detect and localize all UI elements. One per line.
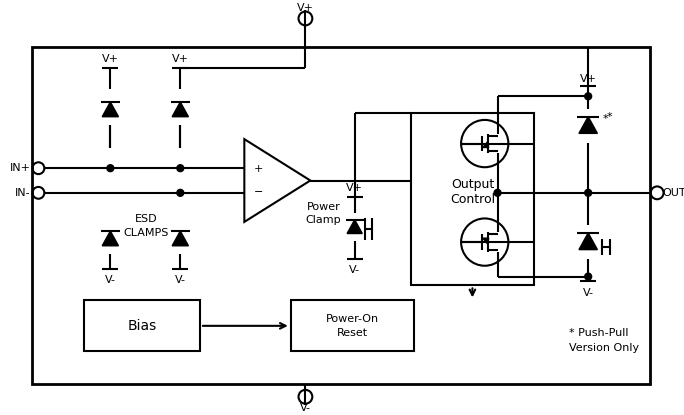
Polygon shape	[483, 238, 488, 244]
Text: V-: V-	[350, 265, 360, 275]
Text: V+: V+	[579, 73, 596, 83]
Polygon shape	[483, 142, 488, 147]
Polygon shape	[172, 102, 188, 117]
Text: Power: Power	[307, 202, 341, 212]
Text: *: *	[603, 114, 609, 124]
Bar	[291, 300, 414, 352]
Text: Version Only: Version Only	[570, 344, 640, 354]
Text: +: +	[254, 164, 263, 174]
Text: Bias: Bias	[127, 319, 157, 333]
Circle shape	[494, 189, 501, 196]
Text: V+: V+	[172, 54, 189, 64]
Polygon shape	[102, 102, 118, 117]
Circle shape	[107, 165, 114, 172]
Text: OUT: OUT	[662, 188, 684, 198]
Polygon shape	[579, 233, 597, 250]
Text: V+: V+	[346, 183, 363, 193]
Text: IN+: IN+	[10, 163, 31, 173]
Circle shape	[585, 273, 592, 280]
Circle shape	[585, 189, 592, 196]
Polygon shape	[172, 231, 188, 246]
Circle shape	[585, 93, 592, 100]
Text: V-: V-	[175, 275, 186, 285]
Text: Control: Control	[450, 193, 495, 206]
Text: −: −	[254, 187, 263, 197]
Text: IN-: IN-	[15, 188, 31, 198]
Text: Output: Output	[451, 178, 494, 191]
Text: V-: V-	[105, 275, 116, 285]
Text: V+: V+	[297, 2, 314, 12]
Text: Power-On: Power-On	[326, 314, 379, 324]
Text: V+: V+	[102, 54, 119, 64]
Polygon shape	[579, 117, 597, 133]
Text: CLAMPS: CLAMPS	[123, 228, 168, 238]
Text: ESD: ESD	[135, 215, 157, 225]
Text: Clamp: Clamp	[305, 215, 341, 225]
Bar	[31, 47, 650, 384]
Text: Reset: Reset	[337, 328, 368, 338]
Text: V-: V-	[583, 288, 594, 298]
Text: *: *	[607, 112, 613, 122]
Text: * Push-Pull: * Push-Pull	[570, 328, 629, 338]
Polygon shape	[102, 231, 118, 246]
Polygon shape	[347, 220, 363, 234]
Bar	[83, 300, 200, 352]
Text: V-: V-	[300, 403, 311, 413]
Bar	[411, 113, 534, 286]
Circle shape	[177, 189, 184, 196]
Circle shape	[177, 165, 184, 172]
